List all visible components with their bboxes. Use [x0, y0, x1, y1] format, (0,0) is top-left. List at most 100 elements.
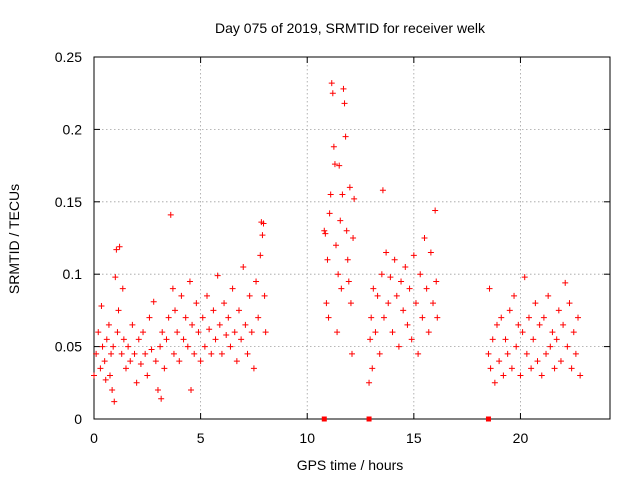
- data-point: [534, 358, 541, 365]
- data-point: [369, 365, 376, 372]
- data-point: [342, 133, 349, 140]
- data-point: [410, 252, 417, 259]
- data-point: [98, 303, 105, 310]
- data-point: [125, 343, 132, 350]
- data-point: [102, 376, 109, 383]
- data-point: [176, 358, 183, 365]
- data-point: [184, 343, 191, 350]
- data-point: [195, 329, 202, 336]
- data-point: [225, 314, 232, 321]
- data-point: [336, 162, 343, 169]
- data-point: [553, 336, 560, 343]
- x-tick-label: 15: [406, 430, 422, 446]
- data-point: [140, 329, 147, 336]
- data-point: [536, 321, 543, 328]
- baseline-marker: [485, 416, 491, 422]
- x-tick-label: 0: [90, 430, 98, 446]
- data-point: [528, 365, 535, 372]
- data-point: [97, 365, 104, 372]
- data-point: [248, 329, 255, 336]
- data-point: [350, 235, 357, 241]
- data-point: [321, 227, 328, 234]
- data-point: [99, 343, 106, 350]
- data-point: [570, 329, 577, 336]
- data-point: [547, 343, 554, 350]
- data-point: [417, 271, 424, 278]
- data-point: [325, 314, 332, 321]
- data-point: [169, 285, 176, 292]
- data-point: [572, 350, 579, 357]
- data-point: [152, 358, 159, 365]
- data-point: [127, 358, 134, 365]
- data-point: [144, 372, 151, 379]
- data-point: [221, 300, 228, 307]
- y-axis-label: SRMTID / TECUs: [6, 184, 22, 294]
- data-point: [406, 285, 413, 292]
- data-point: [337, 217, 344, 224]
- data-point: [543, 350, 550, 357]
- data-point: [385, 300, 392, 307]
- data-point: [212, 336, 219, 343]
- data-point: [250, 365, 257, 372]
- data-point: [161, 365, 168, 372]
- data-point: [137, 360, 144, 367]
- data-point: [191, 350, 198, 357]
- data-point: [486, 285, 493, 292]
- data-point: [433, 278, 440, 285]
- data-point: [197, 358, 204, 365]
- data-point: [562, 279, 569, 286]
- data-point: [322, 230, 329, 237]
- data-point: [214, 272, 221, 279]
- data-point: [393, 292, 400, 299]
- data-point: [116, 243, 123, 250]
- data-point: [493, 321, 500, 328]
- data-point: [172, 307, 179, 314]
- data-point: [101, 358, 108, 365]
- data-point: [372, 329, 379, 336]
- data-point: [115, 307, 122, 314]
- data-point: [370, 285, 377, 292]
- data-point: [119, 285, 126, 292]
- data-point: [111, 398, 118, 405]
- data-point: [351, 195, 358, 202]
- data-point: [229, 285, 236, 292]
- data-point: [204, 292, 211, 299]
- data-point: [148, 346, 155, 353]
- data-point: [523, 350, 530, 357]
- data-point: [347, 300, 354, 307]
- axis-ticks: 0 5 10 15 20 0 0.05 0.1 0.15 0.2 0.25: [55, 49, 610, 446]
- data-point: [525, 314, 532, 321]
- data-point: [242, 321, 249, 328]
- data-point: [188, 387, 195, 394]
- data-point: [485, 350, 492, 357]
- data-point: [193, 300, 200, 307]
- x-axis-label: GPS time / hours: [297, 457, 404, 473]
- data-point: [374, 292, 381, 299]
- data-point: [551, 365, 558, 372]
- data-point: [255, 314, 262, 321]
- data-point: [233, 358, 240, 365]
- data-point: [379, 187, 386, 194]
- data-point: [106, 372, 113, 379]
- y-tick-label: 0.2: [63, 121, 83, 137]
- data-point: [331, 161, 338, 168]
- y-tick-label: 0.1: [63, 266, 83, 282]
- data-point: [487, 365, 494, 372]
- data-point: [114, 329, 121, 336]
- data-point: [513, 343, 520, 350]
- data-point: [227, 343, 234, 350]
- data-point: [324, 256, 331, 263]
- data-point: [367, 336, 374, 343]
- data-point: [555, 307, 562, 314]
- data-point: [246, 292, 253, 299]
- data-point: [400, 307, 407, 314]
- data-point: [404, 321, 411, 328]
- data-point: [118, 350, 125, 357]
- data-point: [120, 336, 127, 343]
- x-tick-label: 20: [513, 430, 529, 446]
- y-tick-label: 0.25: [55, 49, 82, 65]
- y-tick-label: 0.15: [55, 194, 82, 210]
- x-tick-label: 5: [197, 430, 205, 446]
- data-point: [180, 336, 187, 343]
